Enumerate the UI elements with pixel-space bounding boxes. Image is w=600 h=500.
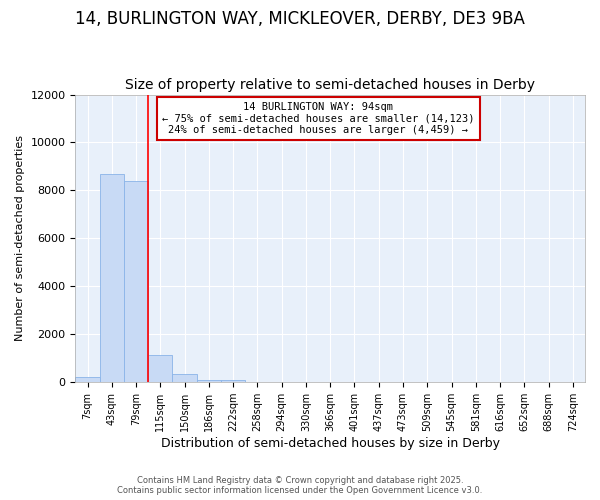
Y-axis label: Number of semi-detached properties: Number of semi-detached properties — [15, 136, 25, 342]
Bar — [172, 374, 197, 382]
Bar — [221, 380, 245, 382]
Text: 14 BURLINGTON WAY: 94sqm
← 75% of semi-detached houses are smaller (14,123)
24% : 14 BURLINGTON WAY: 94sqm ← 75% of semi-d… — [162, 102, 475, 135]
Bar — [148, 354, 172, 382]
Bar — [100, 174, 124, 382]
Bar — [124, 181, 148, 382]
Bar — [76, 378, 100, 382]
X-axis label: Distribution of semi-detached houses by size in Derby: Distribution of semi-detached houses by … — [161, 437, 500, 450]
Text: 14, BURLINGTON WAY, MICKLEOVER, DERBY, DE3 9BA: 14, BURLINGTON WAY, MICKLEOVER, DERBY, D… — [75, 10, 525, 28]
Text: Contains HM Land Registry data © Crown copyright and database right 2025.
Contai: Contains HM Land Registry data © Crown c… — [118, 476, 482, 495]
Bar — [197, 380, 221, 382]
Title: Size of property relative to semi-detached houses in Derby: Size of property relative to semi-detach… — [125, 78, 535, 92]
